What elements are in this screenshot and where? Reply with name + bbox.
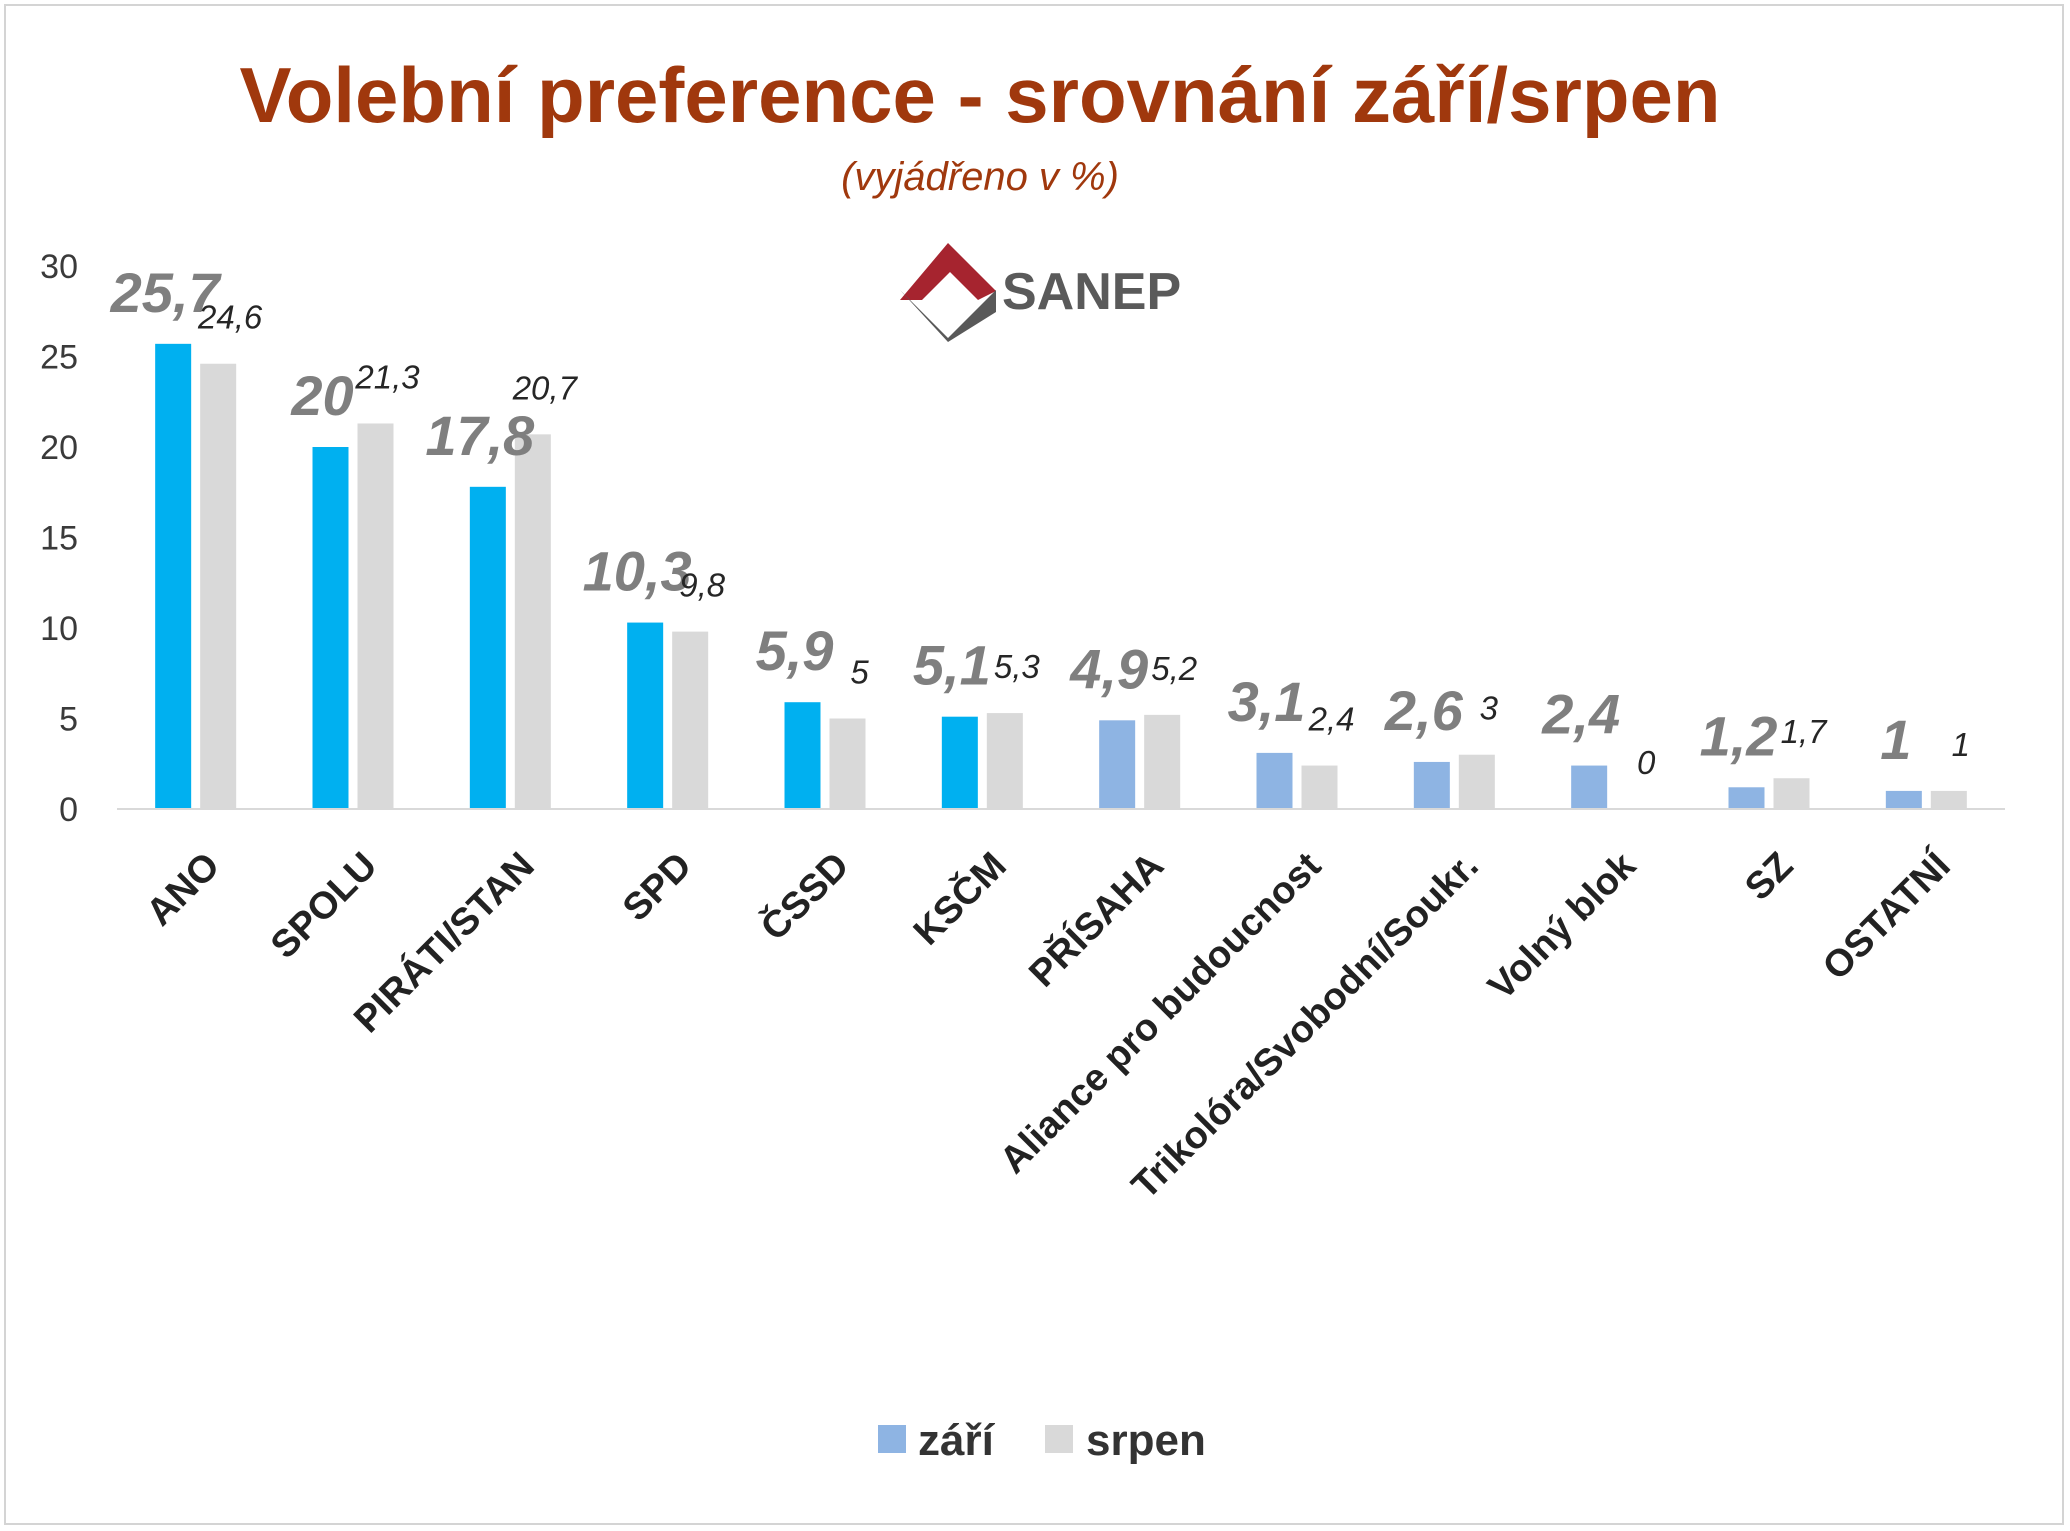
bar-zari xyxy=(312,447,349,809)
y-tick-label: 20 xyxy=(40,429,78,467)
category-label: PŘÍSAHA xyxy=(1020,843,1172,995)
bar-srpen xyxy=(1773,778,1810,809)
data-label-srpen: 5,2 xyxy=(1151,650,1197,687)
data-label-srpen: 5,3 xyxy=(994,648,1041,685)
bar-zari xyxy=(1885,790,1922,809)
category-label: Trikolóra/Svobodní/Soukr. xyxy=(1124,845,1487,1208)
y-tick-label: 5 xyxy=(59,701,78,739)
data-label-zari: 2,4 xyxy=(1541,683,1620,746)
bar-zari xyxy=(155,343,192,809)
bar-srpen xyxy=(672,631,709,809)
bar-zari xyxy=(1099,720,1136,809)
category-label: SZ xyxy=(1737,845,1801,909)
y-tick-label: 30 xyxy=(40,248,78,286)
data-label-srpen: 5 xyxy=(850,654,869,691)
bar-srpen xyxy=(1458,754,1495,809)
bar-srpen xyxy=(514,434,551,809)
data-labels: 25,724,6 20 21,317,820,7 10,39,8 5,9 5 5,1 5,3 4… xyxy=(110,261,1970,781)
legend-label-zari: září xyxy=(918,1416,996,1465)
bar-zari xyxy=(784,702,821,809)
data-label-zari: 25,7 xyxy=(110,261,223,324)
y-tick-label: 25 xyxy=(40,339,78,377)
category-label: ČSSD xyxy=(751,843,857,949)
data-label-srpen: 1 xyxy=(1952,726,1970,763)
bar-zari xyxy=(627,622,664,809)
y-tick-label: 0 xyxy=(59,791,78,829)
y-tick-label: 15 xyxy=(40,520,78,558)
y-axis: 0 5 10 15 20 25 30 xyxy=(40,248,78,829)
data-label-zari: 5,9 xyxy=(756,619,834,682)
category-label: Volný blok xyxy=(1480,844,1644,1008)
data-label-zari: 1,2 xyxy=(1700,704,1778,767)
legend-swatch-srpen xyxy=(1045,1425,1073,1453)
bar-zari xyxy=(1413,761,1450,809)
bar-zari xyxy=(941,716,978,809)
bar-srpen xyxy=(200,363,237,809)
data-label-srpen: 3 xyxy=(1480,690,1499,727)
data-label-srpen: 24,6 xyxy=(197,299,263,336)
sanep-logo-text: SANEP xyxy=(1002,263,1181,321)
data-label-zari: 17,8 xyxy=(425,404,535,467)
bar-srpen xyxy=(986,713,1023,809)
chart-title: Volební preference - srovnání září/srpen xyxy=(239,51,1720,139)
category-label: SPD xyxy=(615,845,700,930)
data-label-zari: 20 xyxy=(290,364,353,427)
data-label-zari: 10,3 xyxy=(583,540,692,603)
y-tick-label: 10 xyxy=(40,610,78,648)
bar-srpen xyxy=(829,718,866,809)
bar-srpen xyxy=(1301,765,1338,809)
legend-label-srpen: srpen xyxy=(1086,1416,1206,1465)
category-label: KSČM xyxy=(904,843,1015,954)
category-label: SPOLU xyxy=(263,845,385,967)
category-label: Aliance pro budoucnost xyxy=(992,844,1329,1181)
data-label-zari: 3,1 xyxy=(1228,670,1306,733)
bar-zari xyxy=(1571,765,1608,809)
bar-zari xyxy=(1256,752,1293,809)
data-label-srpen: 0 xyxy=(1637,744,1656,781)
data-label-srpen: 2,4 xyxy=(1308,701,1355,738)
bar-srpen xyxy=(1930,790,1967,809)
data-label-srpen: 21,3 xyxy=(354,358,420,395)
data-label-zari: 2,6 xyxy=(1384,679,1464,742)
bar-zari xyxy=(469,486,506,809)
legend-swatch-zari xyxy=(878,1425,906,1453)
bar-zari xyxy=(1728,787,1765,809)
data-label-zari: 1 xyxy=(1880,708,1911,771)
data-label-zari: 4,9 xyxy=(1069,637,1148,700)
legend: září srpen xyxy=(878,1416,1206,1465)
category-label: OSTATNÍ xyxy=(1814,842,1960,988)
sanep-logo: SANEP xyxy=(900,243,1181,342)
chart-subtitle: (vyjádřeno v %) xyxy=(841,155,1119,199)
bar-srpen xyxy=(357,423,394,809)
data-label-zari: 5,1 xyxy=(913,634,991,697)
sanep-logo-mark-red xyxy=(900,243,996,300)
bars xyxy=(155,343,1967,809)
data-label-srpen: 20,7 xyxy=(512,369,579,406)
data-label-srpen: 9,8 xyxy=(679,567,726,604)
sanep-logo-mark-gray xyxy=(900,290,996,342)
category-label: ANO xyxy=(139,845,228,934)
bar-srpen xyxy=(1144,714,1181,809)
data-label-srpen: 1,7 xyxy=(1781,713,1829,750)
